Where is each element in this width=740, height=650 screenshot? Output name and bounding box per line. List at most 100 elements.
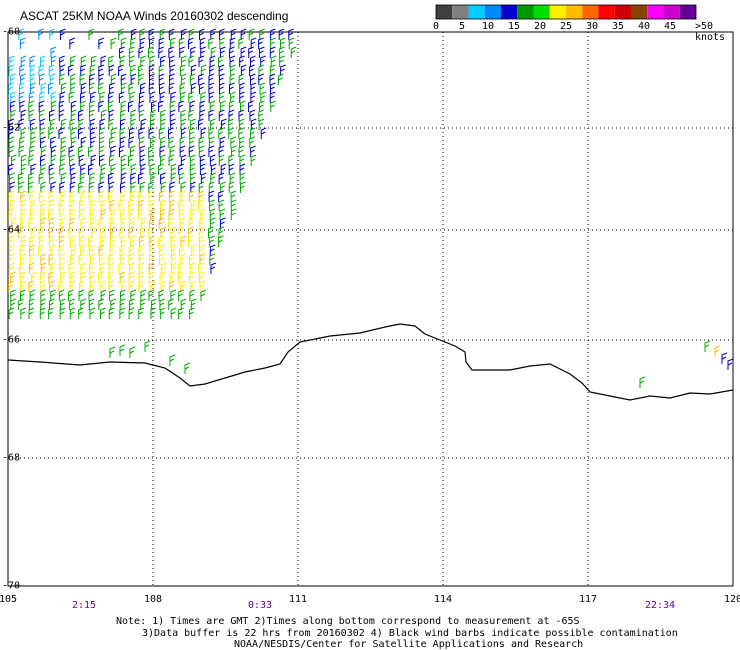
wind-barb-171 xyxy=(239,82,245,94)
wind-barb-133 xyxy=(138,73,144,85)
wind-barb-519 xyxy=(200,208,206,220)
wind-barb-102 xyxy=(108,64,115,76)
wind-barb-295 xyxy=(148,127,155,139)
wind-barb-349 xyxy=(179,145,186,157)
wind-barb-509 xyxy=(100,208,107,220)
wind-barb-526 xyxy=(40,217,47,229)
wind-barb-306 xyxy=(260,127,267,139)
wind-barb-701 xyxy=(100,289,107,301)
wind-barb-97 xyxy=(59,64,66,76)
wind-barb-578 xyxy=(120,235,127,247)
wind-barb-117 xyxy=(258,64,265,76)
wind-barb-410 xyxy=(49,172,55,184)
wind-barb-380 xyxy=(239,154,246,166)
wind-barb-390 xyxy=(88,163,94,175)
wind-barb-19 xyxy=(259,28,265,40)
wind-barb-737 xyxy=(69,307,76,319)
wind-barb-251 xyxy=(228,109,235,121)
wind-barb-646 xyxy=(160,262,167,274)
wind-barb-22 xyxy=(288,28,294,40)
wind-barb-209 xyxy=(80,100,86,112)
wind-barb-375 xyxy=(189,154,196,166)
wind-barb-544 xyxy=(219,217,226,229)
wind-barb-266 xyxy=(119,118,126,130)
wind-barb-629 xyxy=(199,253,206,265)
wind-barb-57 xyxy=(229,46,235,58)
wind-barb-115 xyxy=(240,64,247,76)
wind-barb-243 xyxy=(150,109,156,121)
wind-barb-589 xyxy=(8,244,15,256)
wind-barb-625 xyxy=(158,253,165,265)
wind-barb-713 xyxy=(18,298,24,310)
y-tick-68: -68 xyxy=(2,452,21,464)
wind-barb-707 xyxy=(158,289,165,301)
wind-barb-735 xyxy=(48,307,54,319)
wind-barb-191 xyxy=(170,91,177,103)
wind-barb-444 xyxy=(148,181,155,193)
wind-barb-311 xyxy=(50,136,56,148)
wind-barb-458 xyxy=(48,190,55,202)
wind-barb-332 xyxy=(8,145,15,157)
wind-barb-47 xyxy=(128,46,135,58)
wind-barb-615 xyxy=(59,253,65,265)
wind-barb-677 xyxy=(58,280,64,292)
wind-barb-214 xyxy=(128,100,134,112)
wind-barb-248 xyxy=(199,109,206,121)
wind-barb-634 xyxy=(40,262,47,274)
legend-swatch-6 xyxy=(533,5,550,19)
wind-barb-666 xyxy=(148,271,155,283)
wind-barb-653 xyxy=(19,271,26,283)
wind-barb-129 xyxy=(98,73,105,85)
wind-barb-134 xyxy=(149,73,155,85)
wind-barb-186 xyxy=(118,91,125,103)
wind-barb-542 xyxy=(199,217,205,229)
wind-barb-146 xyxy=(269,73,276,85)
wind-barb-101 xyxy=(98,64,105,76)
wind-barb-473 xyxy=(198,190,205,202)
wind-barb-661 xyxy=(98,271,104,283)
wind-barb-124 xyxy=(49,73,56,85)
wind-barb-337 xyxy=(60,145,67,157)
wind-barb-747 xyxy=(170,307,177,319)
wind-barb-477 xyxy=(9,199,16,211)
note-line-1: Note: 1) Times are GMT 2)Times along bot… xyxy=(116,616,580,627)
wind-barb-724 xyxy=(129,298,135,310)
wind-barb-739 xyxy=(89,307,96,319)
wind-barb-121 xyxy=(20,73,26,85)
wind-barb-577 xyxy=(110,235,116,247)
wind-barb-516 xyxy=(168,208,175,220)
wind-barb-711 xyxy=(200,289,207,301)
wind-barb-170 xyxy=(228,82,235,94)
wind-barb-431 xyxy=(18,181,24,193)
wind-barb-628 xyxy=(188,253,195,265)
wind-barb-217 xyxy=(158,100,164,112)
wind-barb-636 xyxy=(59,262,66,274)
legend-label-1: 5 xyxy=(458,21,466,32)
wind-barb-179 xyxy=(50,91,57,103)
wind-barb-411 xyxy=(60,172,67,184)
wind-barb-55 xyxy=(210,46,217,58)
wind-barb-16 xyxy=(230,28,237,40)
wind-barb-732 xyxy=(20,307,27,319)
wind-barb-182 xyxy=(80,91,86,103)
wind-barb-738 xyxy=(78,307,84,319)
wind-barb-523 xyxy=(10,217,17,229)
wind-barb-386 xyxy=(48,163,55,175)
wind-barb-472 xyxy=(188,190,195,202)
wind-barb-70 xyxy=(70,55,76,67)
wind-barb-543 xyxy=(209,217,216,229)
wind-barb-488 xyxy=(118,199,125,211)
wind-barb-172 xyxy=(250,82,257,94)
wind-barb-286 xyxy=(58,127,65,139)
wind-barb-591 xyxy=(28,244,35,256)
wind-barb-415 xyxy=(99,172,106,184)
wind-barb-598 xyxy=(98,244,105,256)
wind-barb-400 xyxy=(189,163,196,175)
wind-barb-680 xyxy=(89,280,96,292)
wind-barb-352 xyxy=(208,145,215,157)
wind-barb-461 xyxy=(80,190,87,202)
wind-barb-242 xyxy=(138,109,145,121)
wind-barb-717 xyxy=(59,298,66,310)
wind-barb-679 xyxy=(79,280,85,292)
wind-barb-143 xyxy=(238,73,245,85)
